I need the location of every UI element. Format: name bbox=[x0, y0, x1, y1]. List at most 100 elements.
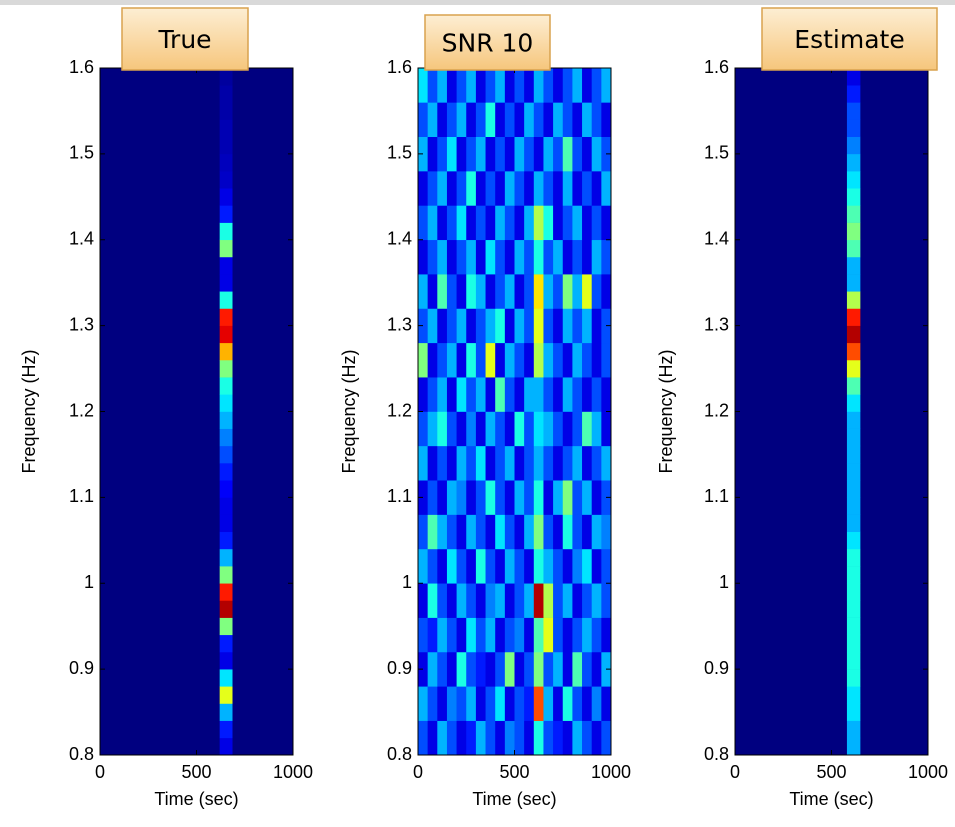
heatmap-cell bbox=[485, 171, 496, 206]
heatmap-cell bbox=[219, 119, 233, 137]
heatmap-cell bbox=[533, 514, 544, 550]
heatmap-cell bbox=[524, 205, 535, 241]
heatmap-cell bbox=[572, 445, 583, 481]
heatmap-cell bbox=[495, 548, 506, 584]
heatmap-cell bbox=[485, 720, 496, 756]
heatmap-cell bbox=[456, 445, 467, 481]
heatmap-cell bbox=[219, 291, 233, 309]
heatmap-cell bbox=[514, 514, 525, 550]
y-tick-label: 1 bbox=[402, 572, 412, 592]
heatmap-cell bbox=[504, 617, 515, 653]
heatmap-cell bbox=[562, 171, 573, 206]
heatmap-cell bbox=[495, 651, 506, 687]
heatmap-cell bbox=[475, 205, 486, 241]
heatmap-cell bbox=[572, 411, 583, 447]
heatmap-cell bbox=[418, 205, 428, 241]
heatmap-cell bbox=[485, 651, 496, 687]
heatmap-cell bbox=[437, 651, 448, 687]
y-tick-label: 1.3 bbox=[69, 314, 94, 334]
x-tick-label: 1000 bbox=[591, 762, 631, 782]
heatmap-cell bbox=[572, 136, 583, 172]
heatmap-cell bbox=[846, 634, 861, 653]
heatmap-cell bbox=[524, 445, 535, 481]
heatmap-cell bbox=[475, 102, 486, 137]
heatmap-cell bbox=[601, 102, 612, 137]
heatmap-cell bbox=[485, 548, 496, 584]
heatmap-cell bbox=[553, 686, 564, 721]
x-tick-label: 1000 bbox=[908, 762, 948, 782]
heatmap-cell bbox=[572, 342, 583, 378]
y-tick-label: 0.8 bbox=[704, 744, 729, 764]
heatmap-cell bbox=[582, 68, 592, 103]
heatmap-cell bbox=[456, 651, 467, 687]
heatmap-cell bbox=[846, 359, 861, 378]
heatmap-cell bbox=[456, 68, 467, 103]
heatmap-cell bbox=[543, 136, 554, 172]
heatmap-cell bbox=[219, 411, 233, 429]
heatmap-cell bbox=[846, 102, 861, 120]
heatmap-cell bbox=[219, 531, 233, 550]
heatmap-cell bbox=[601, 205, 612, 241]
heatmap-cell bbox=[524, 342, 535, 378]
heatmap-cell bbox=[582, 377, 592, 412]
heatmap-cell bbox=[418, 68, 428, 103]
heatmap-cell bbox=[601, 274, 612, 309]
heatmap-cell bbox=[485, 377, 496, 412]
heatmap-cell bbox=[572, 308, 583, 344]
heatmap-cell bbox=[524, 617, 535, 653]
heatmap-cell bbox=[456, 308, 467, 344]
heatmap-cell bbox=[456, 514, 467, 550]
y-axis-label: Frequency (Hz) bbox=[19, 349, 39, 473]
heatmap-cell bbox=[591, 102, 602, 137]
heatmap-cell bbox=[446, 480, 457, 515]
heatmap-cell bbox=[219, 497, 233, 515]
heatmap-cell bbox=[504, 308, 515, 344]
y-tick-label: 1.2 bbox=[387, 400, 412, 420]
heatmap-cell bbox=[846, 583, 861, 601]
heatmap-cell bbox=[219, 720, 233, 739]
heatmap-cell bbox=[533, 377, 544, 412]
x-tick-label: 1000 bbox=[273, 762, 313, 782]
heatmap-cell bbox=[553, 274, 564, 309]
heatmap-cell bbox=[553, 651, 564, 687]
heatmap-cell bbox=[846, 566, 861, 584]
heatmap-cell bbox=[219, 703, 233, 721]
heatmap-cell bbox=[543, 377, 554, 412]
heatmap-cell bbox=[846, 669, 861, 687]
heatmap-cell bbox=[533, 445, 544, 481]
heatmap-cell bbox=[485, 617, 496, 653]
heatmap-cell bbox=[504, 548, 515, 584]
heatmap-cell bbox=[553, 377, 564, 412]
heatmap-cell bbox=[219, 394, 233, 412]
heatmap-cell bbox=[562, 720, 573, 756]
heatmap-cell bbox=[846, 600, 861, 618]
heatmap-cell bbox=[437, 583, 448, 618]
heatmap-cell bbox=[475, 651, 486, 687]
heatmap-cell bbox=[562, 480, 573, 515]
heatmap-cell bbox=[524, 686, 535, 721]
heatmap-cell bbox=[524, 136, 535, 172]
heatmap-cell bbox=[543, 686, 554, 721]
heatmap-cell bbox=[466, 514, 477, 550]
heatmap-cell bbox=[219, 68, 233, 86]
heatmap-cell bbox=[601, 445, 612, 481]
heatmap-cell bbox=[572, 205, 583, 241]
heatmap-cell bbox=[514, 480, 525, 515]
y-tick-label: 1 bbox=[719, 572, 729, 592]
heatmap-cell bbox=[572, 514, 583, 550]
heatmap-cell bbox=[543, 548, 554, 584]
heatmap-cell bbox=[475, 583, 486, 618]
heatmap-cell bbox=[446, 583, 457, 618]
heatmap-cell bbox=[562, 617, 573, 653]
heatmap-cell bbox=[427, 102, 438, 137]
heatmap-cell bbox=[475, 514, 486, 550]
heatmap-cell bbox=[846, 171, 861, 189]
heatmap-cell bbox=[572, 686, 583, 721]
heatmap-cell bbox=[495, 617, 506, 653]
heatmap-cell bbox=[601, 411, 612, 447]
heatmap-cell bbox=[533, 720, 544, 756]
heatmap-cell bbox=[562, 342, 573, 378]
heatmap-cell bbox=[846, 617, 861, 636]
heatmap-cell bbox=[219, 669, 233, 687]
heatmap-cell bbox=[427, 239, 438, 275]
